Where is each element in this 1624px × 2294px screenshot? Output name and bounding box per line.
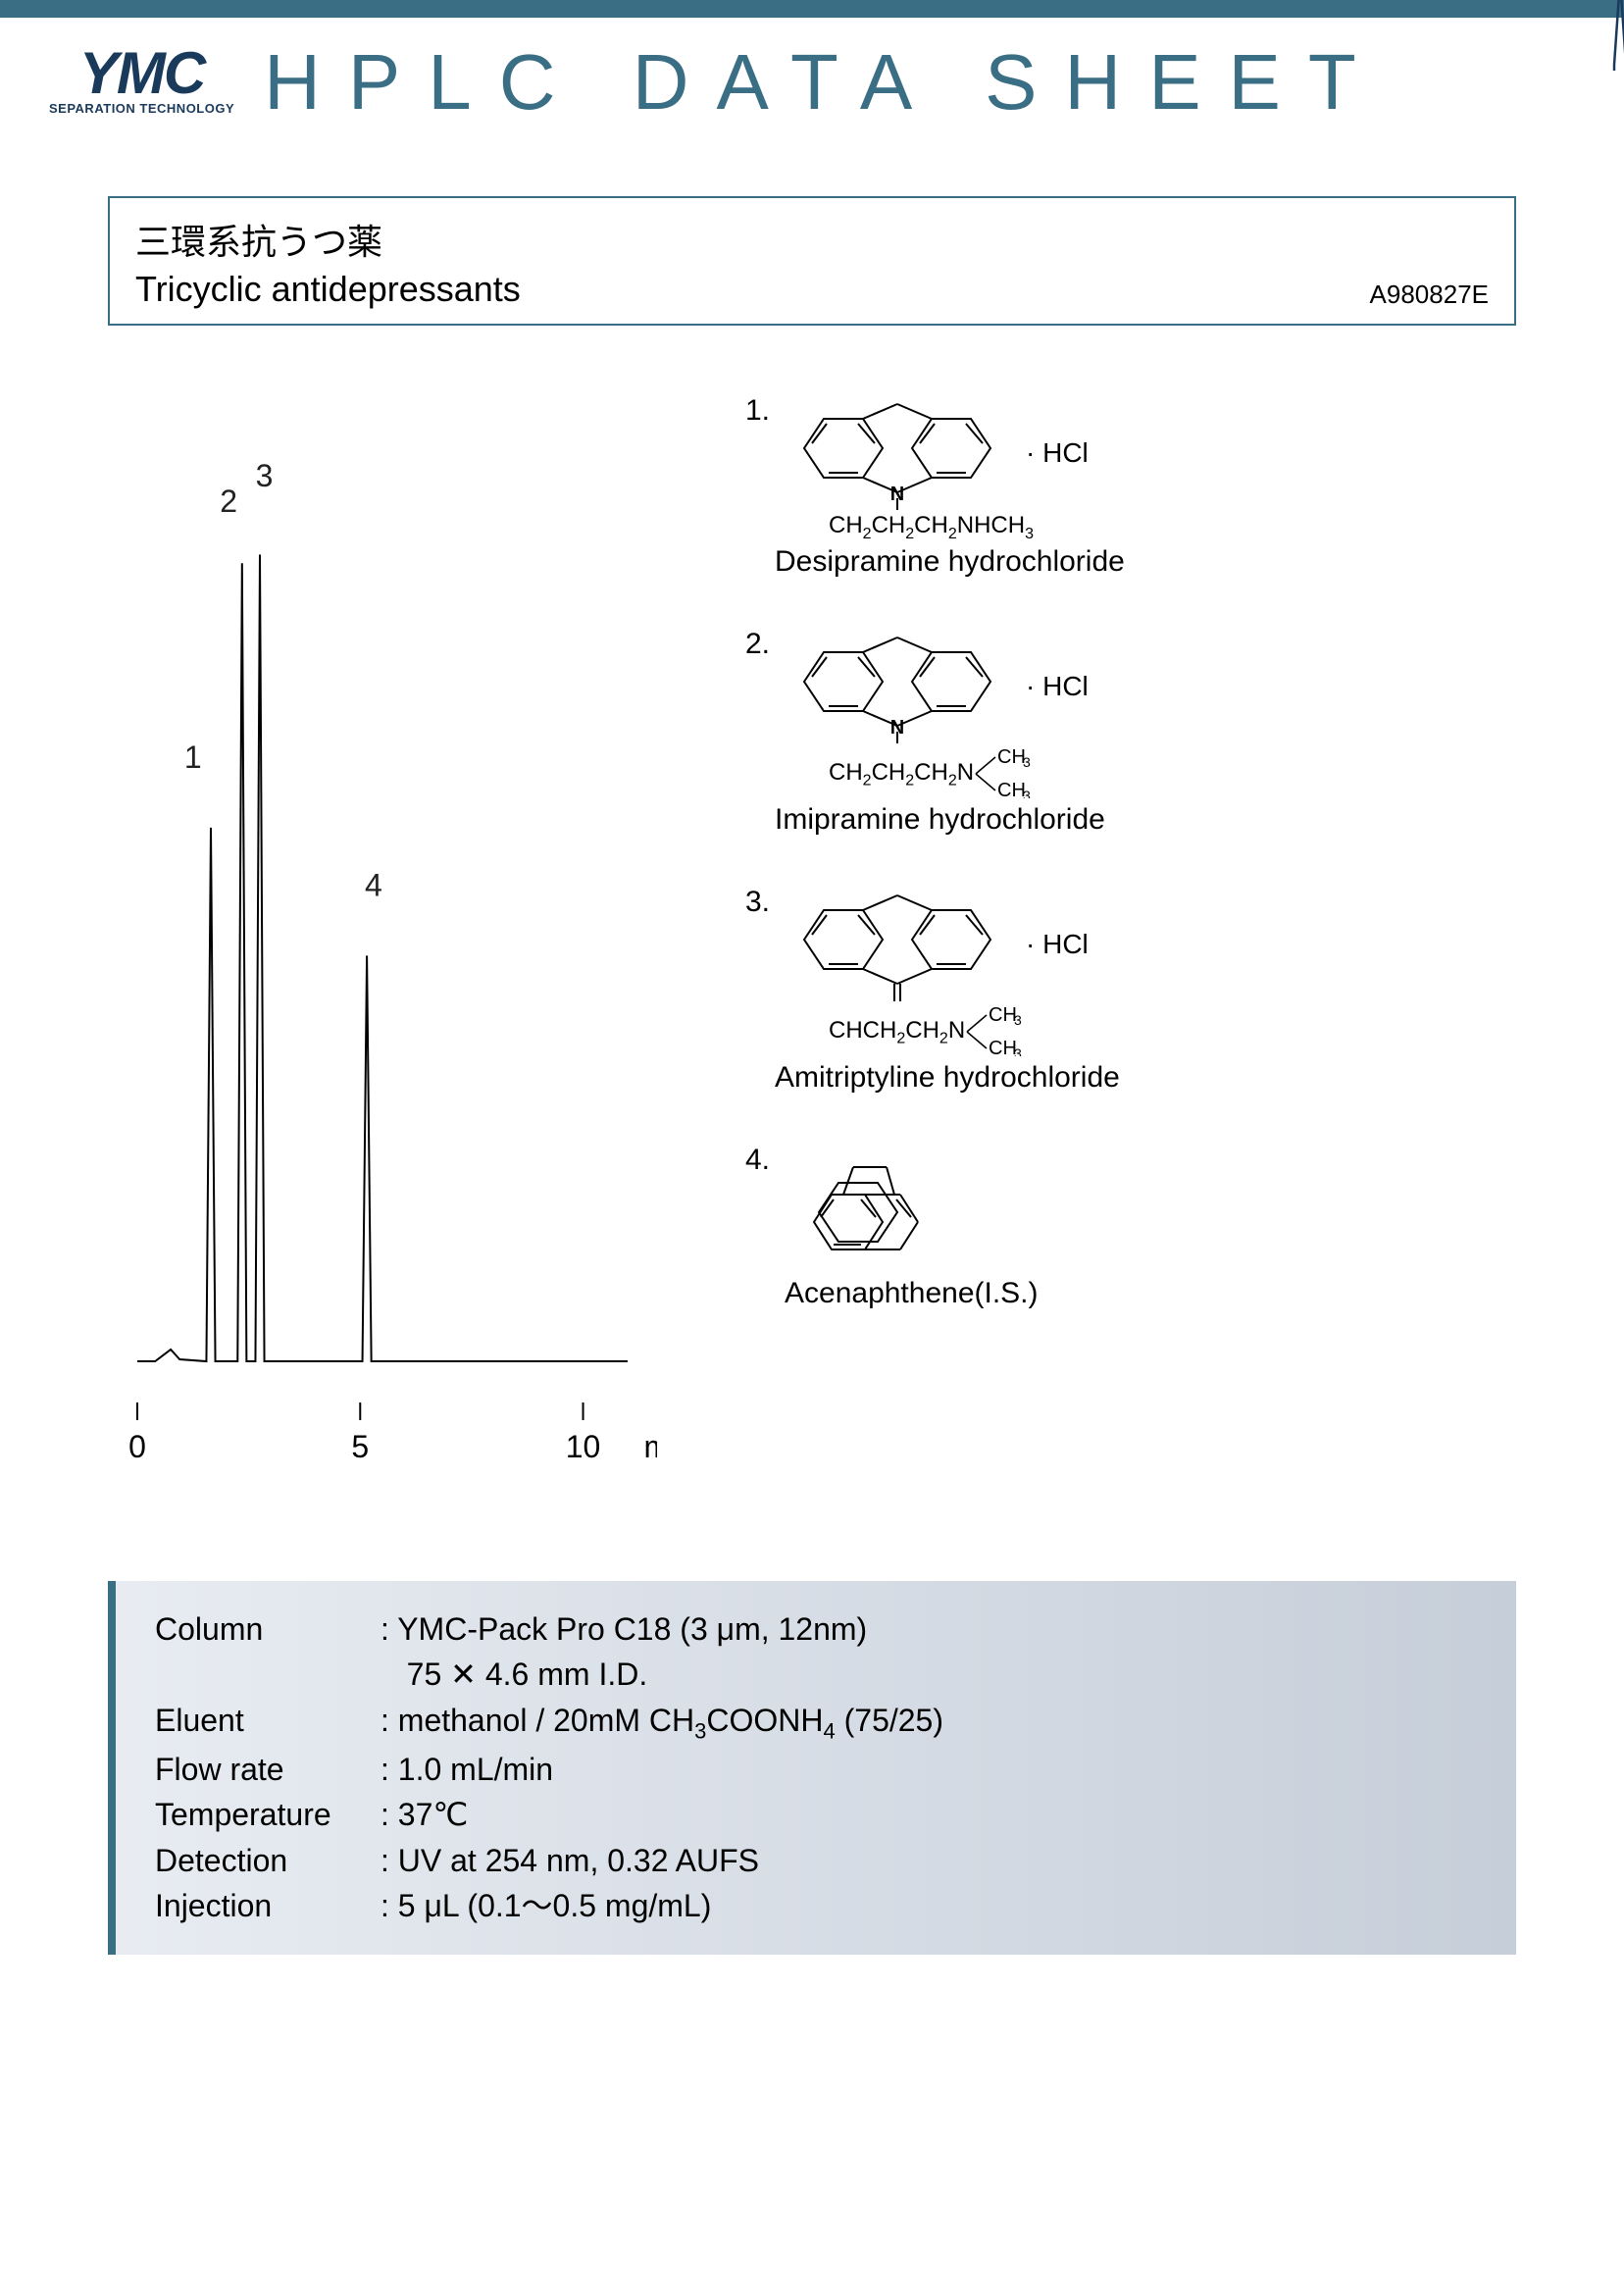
- svg-text:CH: CH: [997, 780, 1026, 798]
- compound-name: Desipramine hydrochloride: [775, 545, 1516, 579]
- condition-value: : 5 μL (0.1〜0.5 mg/mL): [381, 1883, 1487, 1928]
- compound-hcl: · HCl: [1026, 671, 1089, 702]
- condition-label: Flow rate: [155, 1747, 381, 1792]
- svg-text:1: 1: [184, 739, 202, 775]
- logo-text: YMC: [79, 50, 204, 97]
- condition-value: 75 ✕ 4.6 mm I.D.: [381, 1652, 1487, 1697]
- svg-text:CH: CH: [989, 1007, 1017, 1026]
- svg-text:3: 3: [1023, 788, 1031, 798]
- svg-text:N: N: [890, 484, 904, 505]
- svg-text:CH: CH: [989, 1038, 1017, 1056]
- page-title: HPLC DATA SHEET: [264, 37, 1384, 127]
- compound-formula: CH2CH2CH2NHCH3: [829, 512, 1516, 543]
- compound-hcl: · HCl: [1026, 437, 1089, 469]
- condition-row: Column : YMC-Pack Pro C18 (3 μm, 12nm): [155, 1606, 1487, 1652]
- compound-structure: · HCl: [785, 886, 1516, 1003]
- condition-value: : methanol / 20mM CH3COONH4 (75/25): [381, 1698, 1487, 1747]
- logo: YMC SEPARATION TECHNOLOGY: [49, 50, 234, 116]
- svg-text:N: N: [890, 717, 904, 739]
- condition-label: Detection: [155, 1838, 381, 1883]
- svg-text:3: 3: [1014, 1012, 1022, 1028]
- chromatogram: 1 23 4 0 5 10 min: [108, 394, 657, 1493]
- compound-number: 2.: [745, 628, 770, 661]
- condition-value: : YMC-Pack Pro C18 (3 μm, 12nm): [381, 1606, 1487, 1652]
- condition-label: Eluent: [155, 1698, 381, 1747]
- condition-row: Temperature : 37℃: [155, 1792, 1487, 1837]
- compound-structure: [785, 1144, 1516, 1271]
- condition-row: Eluent : methanol / 20mM CH3COONH4 (75/2…: [155, 1698, 1487, 1747]
- compound-formula: CHCH2CH2N CH3 CH3: [829, 1003, 1516, 1059]
- title-code: A980827E: [1370, 280, 1489, 310]
- compound-number: 1.: [745, 394, 770, 428]
- conditions-box: Column : YMC-Pack Pro C18 (3 μm, 12nm) 7…: [108, 1581, 1516, 1955]
- compound-hcl: · HCl: [1026, 929, 1089, 960]
- compound-name: Amitriptyline hydrochloride: [775, 1061, 1516, 1095]
- svg-text:10: 10: [566, 1429, 601, 1464]
- compound-formula: CH2CH2CH2N CH3 CH3: [829, 745, 1516, 801]
- title-jp: 三環系抗うつ薬: [135, 214, 521, 265]
- condition-label: Temperature: [155, 1792, 381, 1837]
- condition-label: Injection: [155, 1883, 381, 1928]
- compound-entry: 1. N · HCl CH2CH2CH2NHCH3: [755, 394, 1516, 579]
- compound-number: 3.: [745, 886, 770, 919]
- compound-name: Imipramine hydrochloride: [775, 803, 1516, 837]
- compound-entry: 2. N · HCl CH2CH2CH2N: [755, 628, 1516, 837]
- top-bar: [0, 0, 1624, 18]
- condition-row: Detection : UV at 254 nm, 0.32 AUFS: [155, 1838, 1487, 1883]
- svg-text:0: 0: [128, 1429, 146, 1464]
- svg-text:3: 3: [256, 458, 274, 493]
- condition-row: Flow rate : 1.0 mL/min: [155, 1747, 1487, 1792]
- condition-row: Injection : 5 μL (0.1〜0.5 mg/mL): [155, 1883, 1487, 1928]
- svg-text:CH: CH: [997, 749, 1026, 768]
- content: 三環系抗うつ薬 Tricyclic antidepressants A98082…: [0, 137, 1624, 1955]
- svg-text:3: 3: [1023, 754, 1031, 770]
- svg-text:min: min: [644, 1429, 657, 1464]
- compound-name: Acenaphthene(I.S.): [785, 1277, 1516, 1310]
- condition-value: : 1.0 mL/min: [381, 1747, 1487, 1792]
- compound-number: 4.: [745, 1144, 770, 1177]
- logo-peak-icon: [1608, 0, 1624, 76]
- svg-text:2: 2: [220, 484, 237, 519]
- compounds-list: 1. N · HCl CH2CH2CH2NHCH3: [696, 394, 1516, 1493]
- condition-row-extra: 75 ✕ 4.6 mm I.D.: [155, 1652, 1487, 1697]
- svg-text:4: 4: [365, 868, 382, 903]
- compound-structure: N · HCl: [785, 628, 1516, 745]
- title-box: 三環系抗うつ薬 Tricyclic antidepressants A98082…: [108, 196, 1516, 326]
- svg-text:5: 5: [351, 1429, 369, 1464]
- header: YMC SEPARATION TECHNOLOGY HPLC DATA SHEE…: [0, 18, 1624, 137]
- compound-entry: 4.: [755, 1144, 1516, 1310]
- condition-value: : UV at 254 nm, 0.32 AUFS: [381, 1838, 1487, 1883]
- chromatogram-svg: 1 23 4 0 5 10 min: [108, 394, 657, 1493]
- svg-text:3: 3: [1014, 1045, 1022, 1056]
- title-en: Tricyclic antidepressants: [135, 269, 521, 310]
- condition-label: Column: [155, 1606, 381, 1652]
- compound-entry: 3. · HCl CHCH2CH2N CH3 CH3: [755, 886, 1516, 1095]
- mid-section: 12340510min 1. N · HCl: [108, 394, 1516, 1493]
- conditions-list: Column : YMC-Pack Pro C18 (3 μm, 12nm) 7…: [116, 1581, 1516, 1955]
- condition-value: : 37℃: [381, 1792, 1487, 1837]
- compound-structure: N · HCl: [785, 394, 1516, 512]
